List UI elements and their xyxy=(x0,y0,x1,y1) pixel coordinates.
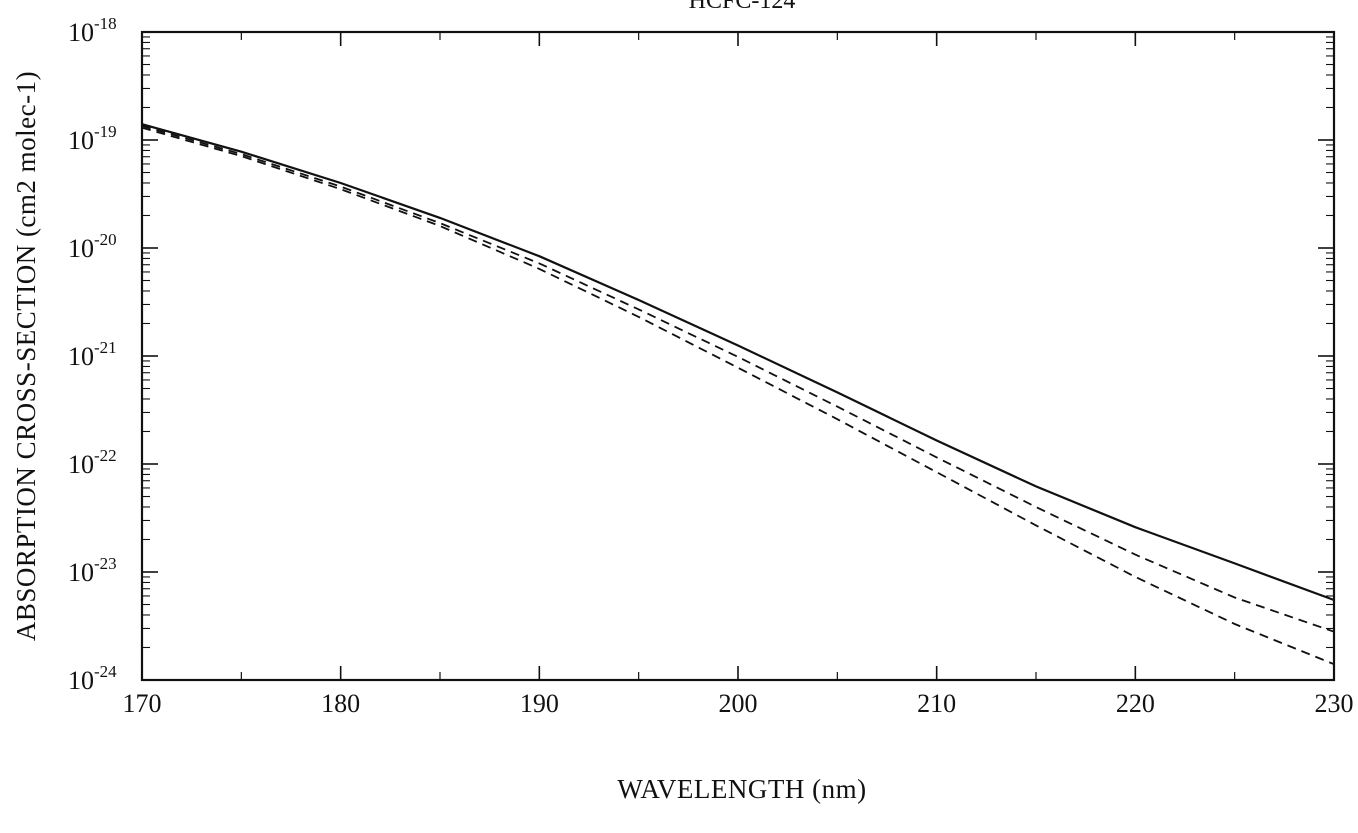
x-tick-labels: 170 180 190 200 210 220 230 xyxy=(123,689,1354,718)
x-axis-label: WAVELENGTH (nm) xyxy=(617,774,866,804)
y-tick-labels: 10-18 10-19 10-20 10-21 10-22 10-23 10-24 xyxy=(68,14,117,695)
x-tick-label: 210 xyxy=(917,689,956,718)
x-tick-label: 190 xyxy=(520,689,559,718)
chart-title: HCFC-124 xyxy=(689,0,796,14)
series-line-2 xyxy=(142,126,1334,632)
y-tick-label: 10-20 xyxy=(68,230,117,263)
x-tick-label: 230 xyxy=(1315,689,1354,718)
x-tick-label: 180 xyxy=(321,689,360,718)
x-tick-label: 170 xyxy=(123,689,162,718)
y-tick-label: 10-22 xyxy=(68,446,117,479)
plot-frame xyxy=(142,32,1334,680)
series-line-1 xyxy=(142,124,1334,600)
series-line-3 xyxy=(142,128,1334,665)
y-tick-label: 10-23 xyxy=(68,554,117,587)
major-ticks xyxy=(142,32,1334,680)
series-group xyxy=(142,124,1334,664)
y-axis-label: ABSORPTION CROSS-SECTION (cm2 molec-1) xyxy=(11,71,41,641)
y-tick-label: 10-21 xyxy=(68,338,117,371)
y-tick-label: 10-24 xyxy=(68,662,117,695)
y-tick-label: 10-18 xyxy=(68,14,117,47)
minor-ticks xyxy=(142,32,1334,680)
y-tick-label: 10-19 xyxy=(68,122,117,155)
x-tick-label: 220 xyxy=(1116,689,1155,718)
x-tick-label: 200 xyxy=(719,689,758,718)
